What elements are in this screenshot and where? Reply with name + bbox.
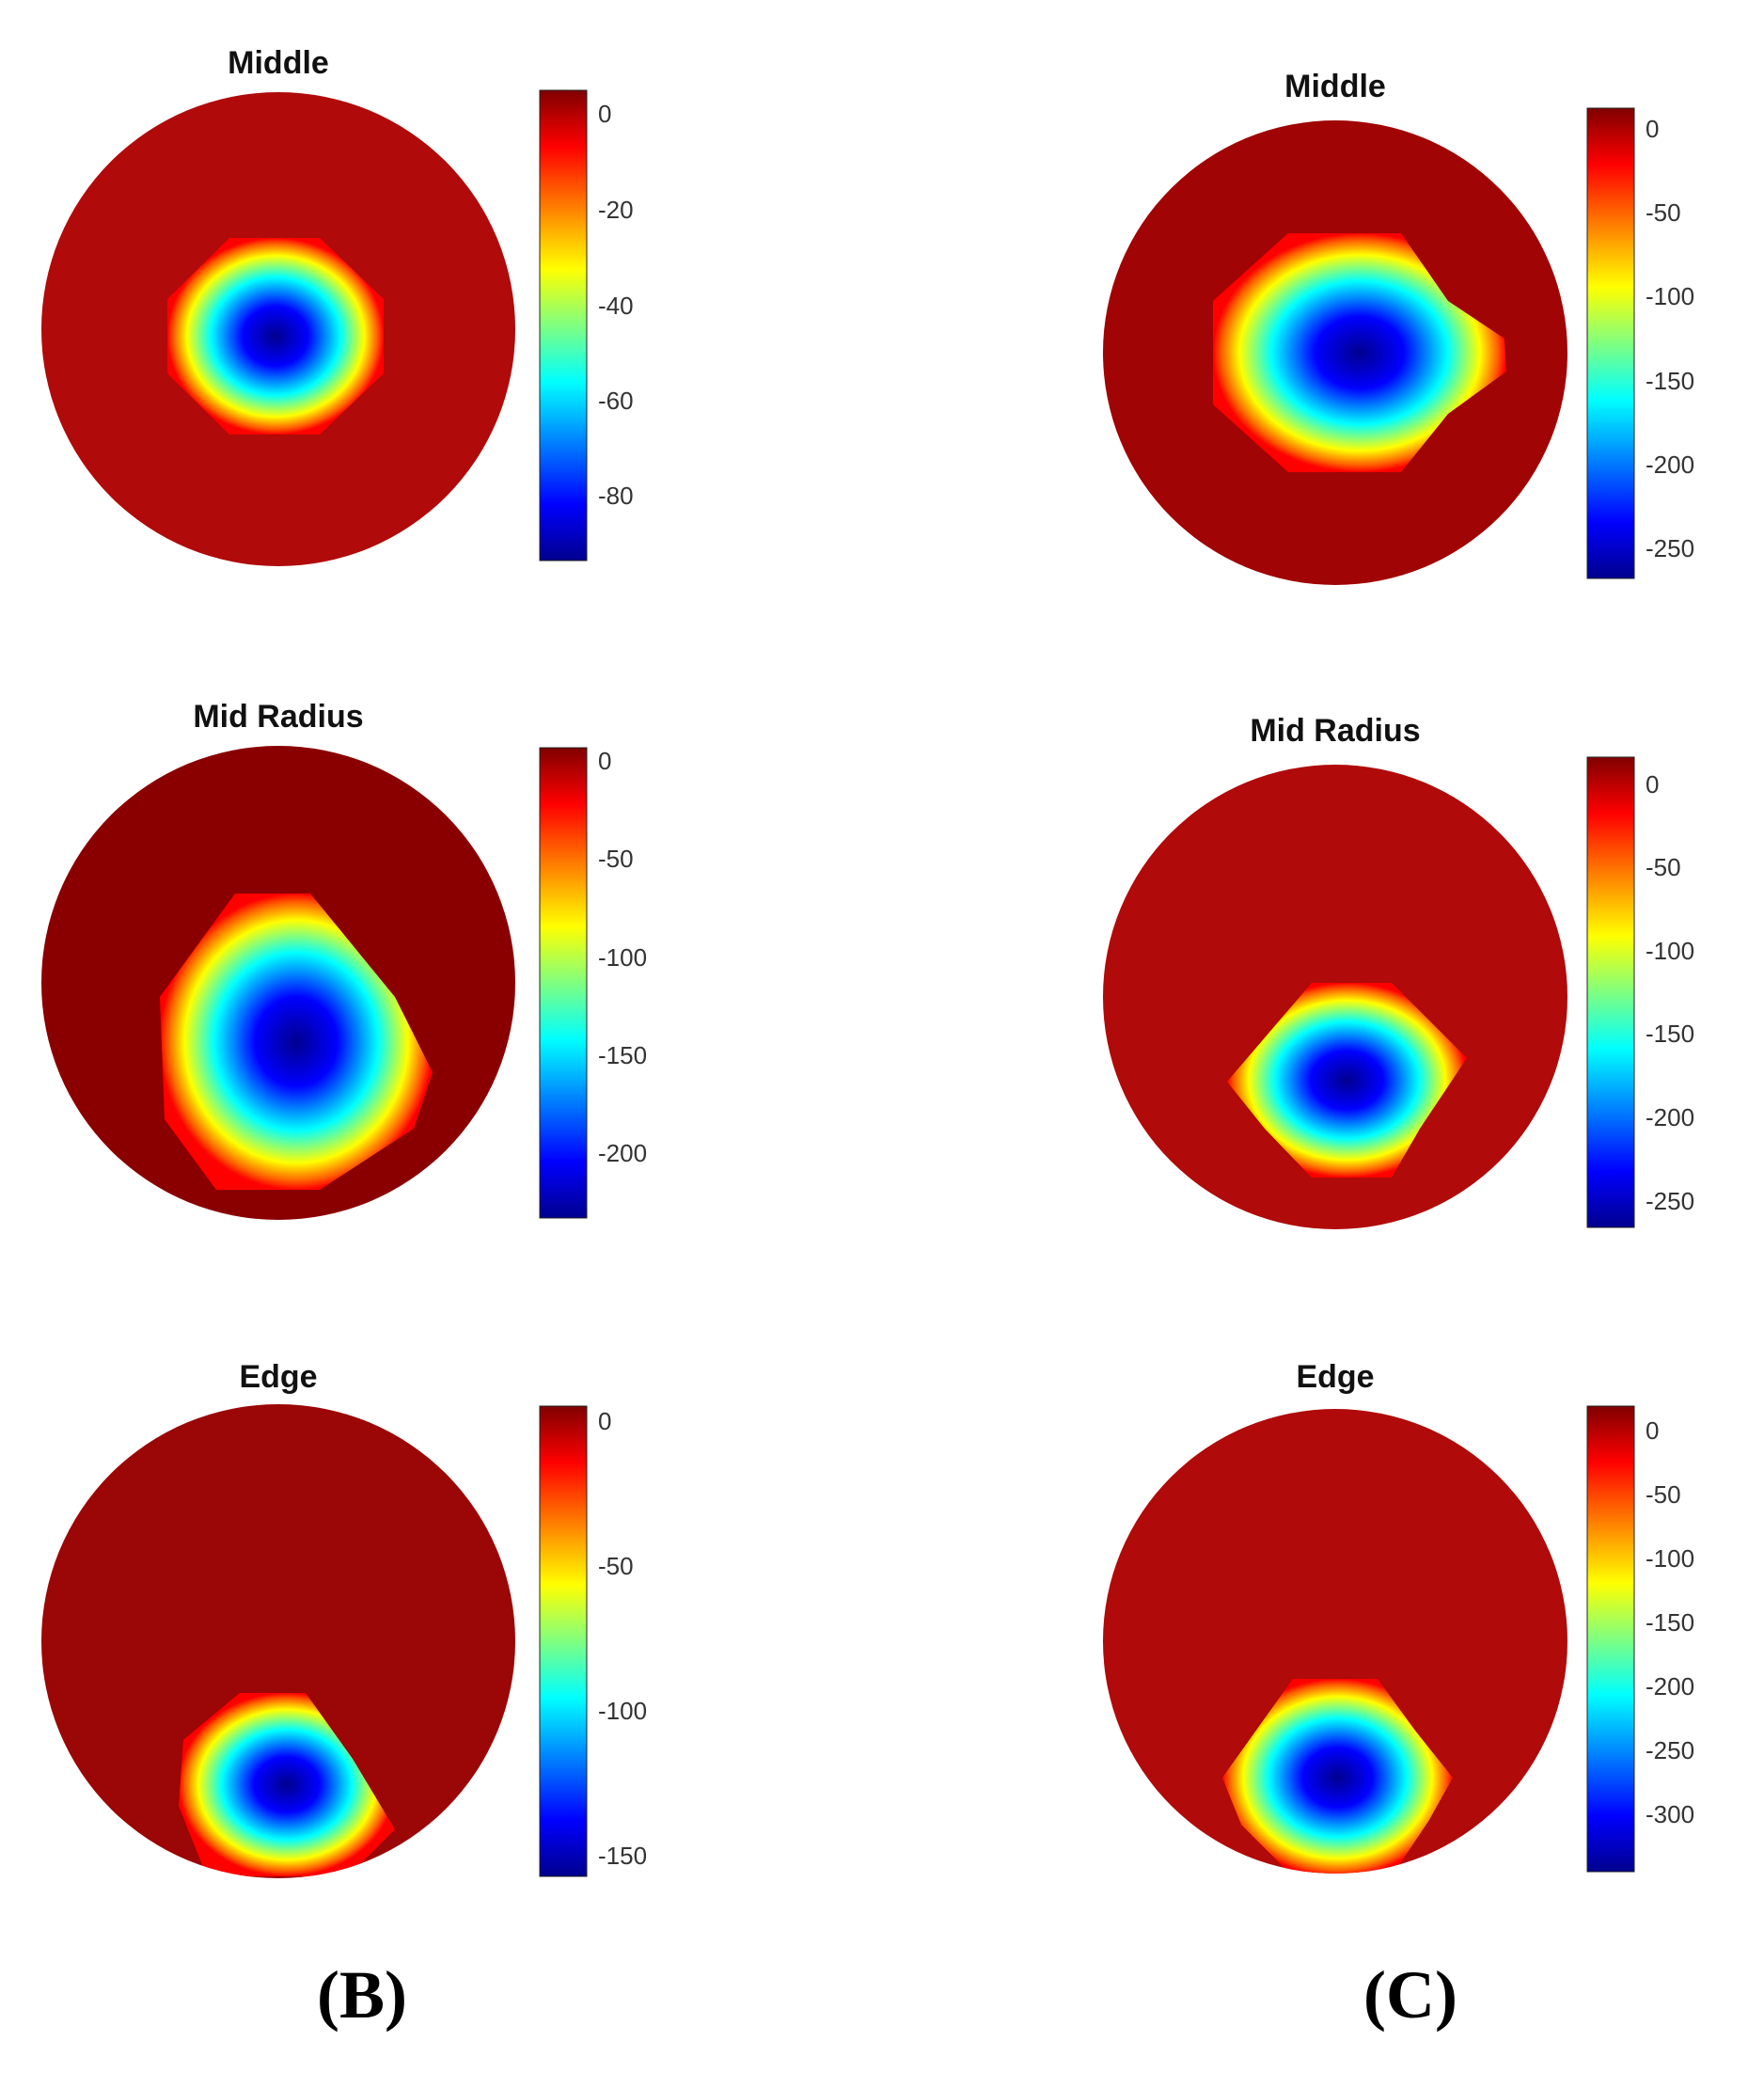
column-label-b: (B) (317, 1957, 407, 2033)
tick-label: -100 (598, 1697, 647, 1725)
tick-label: -100 (598, 943, 647, 972)
tick-label: -50 (598, 1552, 634, 1580)
tick-label: 0 (598, 1407, 611, 1435)
tick-label: -20 (598, 196, 634, 224)
tick-label: -150 (598, 1041, 647, 1069)
colorbar (1586, 756, 1635, 1228)
panel-b-edge: Edge 0 -50 -100 -150 (41, 1359, 647, 1878)
colorbar-ticks: 0 -20 -40 -60 -80 (598, 100, 634, 510)
tick-label: 0 (598, 100, 611, 128)
heat-region (1222, 1679, 1453, 1874)
heat-region (1213, 233, 1506, 472)
panel-b-mid-radius: Mid Radius 0 -50 -100 -150 -200 (41, 699, 647, 1220)
tick-label: -60 (598, 387, 634, 415)
tick-label: -250 (1646, 534, 1694, 562)
panel-title: Middle (228, 45, 329, 81)
tick-label: -150 (1646, 1608, 1694, 1637)
colorbar (539, 747, 588, 1219)
colorbar (539, 1405, 588, 1877)
heat-region (1227, 983, 1467, 1178)
panel-title: Mid Radius (1250, 713, 1420, 749)
colorbar-ticks: 0 -50 -100 -150 -200 (598, 747, 647, 1167)
heat-region (167, 238, 384, 435)
tick-label: -50 (1646, 1480, 1681, 1509)
heat-region (160, 894, 433, 1190)
tick-label: -80 (598, 482, 634, 510)
colorbar (1586, 107, 1635, 579)
tick-label: -150 (1646, 1020, 1694, 1048)
tick-label: -300 (1646, 1800, 1694, 1828)
colorbar-ticks: 0 -50 -100 -150 -200 -250 -300 (1646, 1416, 1694, 1828)
panel-c-middle: Middle 0 -50 -100 -150 -200 -250 (1103, 69, 1694, 585)
tick-label: 0 (1646, 770, 1659, 799)
disk-background (41, 1404, 515, 1878)
tick-label: -200 (1646, 451, 1694, 479)
colorbar-ticks: 0 -50 -100 -150 -200 -250 (1646, 115, 1694, 562)
column-label-c: (C) (1363, 1957, 1457, 2033)
panel-c-mid-radius: Mid Radius 0 -50 -100 -150 -200 -250 (1103, 713, 1694, 1229)
tick-label: -50 (1646, 853, 1681, 881)
tick-label: -200 (1646, 1103, 1694, 1131)
heat-region (179, 1693, 395, 1876)
tick-label: -250 (1646, 1736, 1694, 1764)
panel-title: Middle (1284, 69, 1386, 104)
tick-label: -200 (1646, 1672, 1694, 1700)
tick-label: -50 (598, 845, 634, 873)
panel-title: Edge (239, 1359, 317, 1395)
tick-label: -150 (598, 1842, 647, 1870)
colorbar-ticks: 0 -50 -100 -150 (598, 1407, 647, 1870)
colorbar (539, 89, 588, 562)
tick-label: -150 (1646, 367, 1694, 395)
tick-label: 0 (598, 747, 611, 775)
panel-title: Mid Radius (193, 699, 363, 735)
tick-label: 0 (1646, 1416, 1659, 1445)
tick-label: 0 (1646, 115, 1659, 143)
colorbar-ticks: 0 -50 -100 -150 -200 -250 (1646, 770, 1694, 1215)
tick-label: -100 (1646, 1544, 1694, 1573)
tick-label: -100 (1646, 937, 1694, 965)
tick-label: -50 (1646, 198, 1681, 227)
panel-b-middle: Middle 0 -20 -40 -60 -80 (41, 45, 634, 566)
panel-c-edge: Edge 0 -50 -100 -150 -200 -250 -300 (1103, 1359, 1694, 1874)
tick-label: -200 (598, 1139, 647, 1167)
disk-background (1103, 1409, 1567, 1874)
tick-label: -40 (598, 292, 634, 320)
colorbar (1586, 1405, 1635, 1873)
panel-title: Edge (1296, 1359, 1374, 1395)
tick-label: -250 (1646, 1187, 1694, 1215)
tick-label: -100 (1646, 282, 1694, 310)
